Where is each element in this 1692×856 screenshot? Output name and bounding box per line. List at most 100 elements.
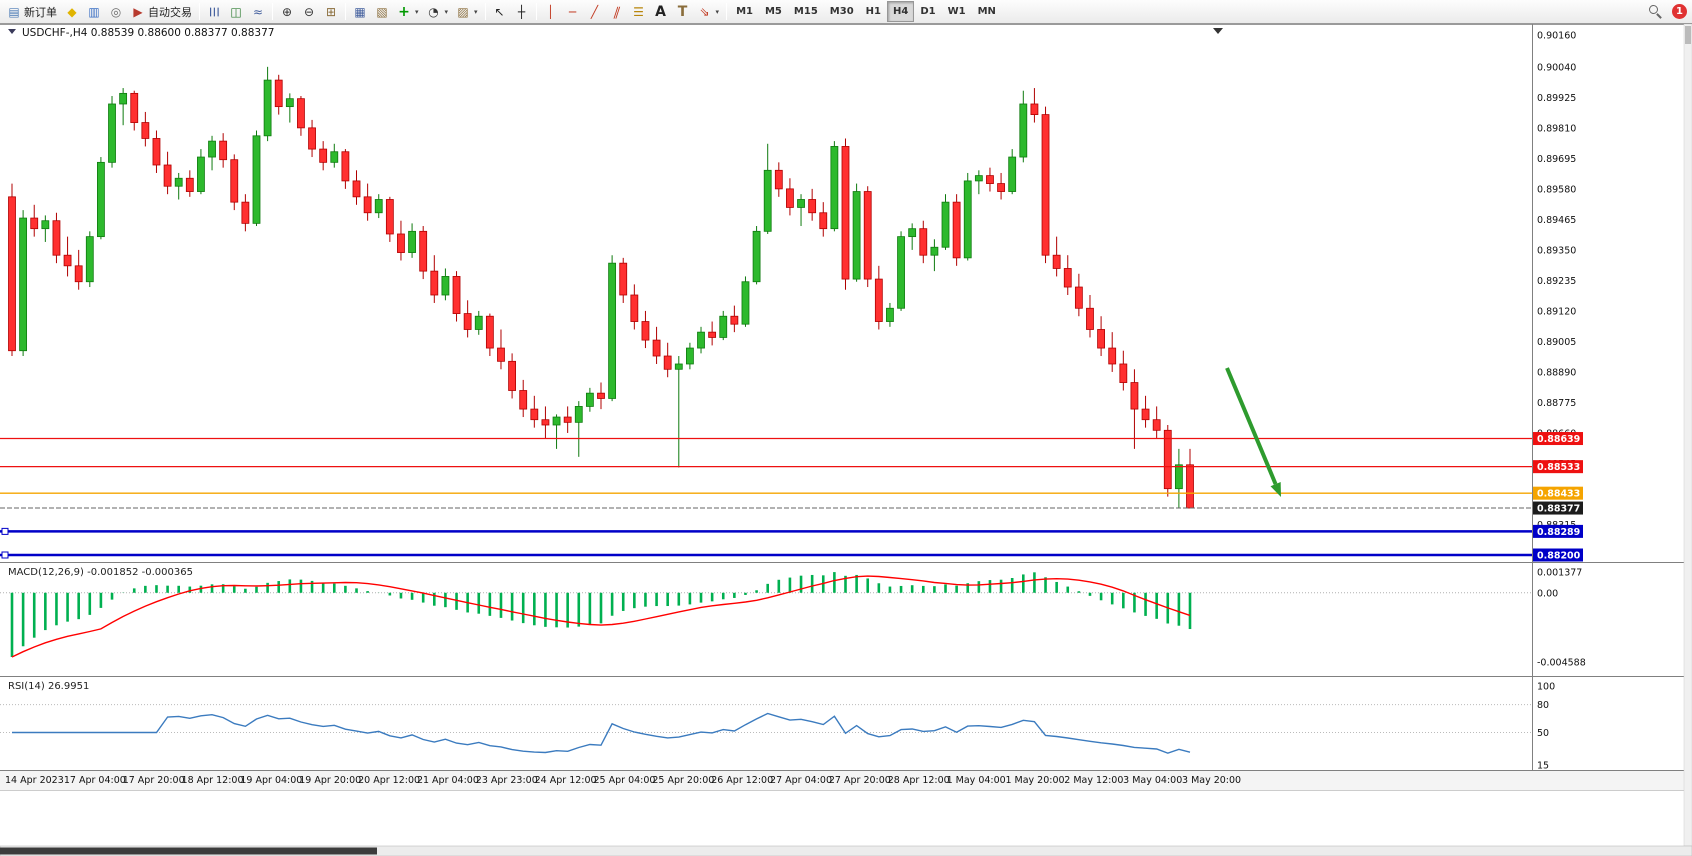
- data-window-button[interactable]: ◎: [105, 1, 127, 22]
- chevron-down-icon: ▾: [715, 7, 720, 16]
- toolbar-separator: [535, 3, 537, 20]
- profiles-button[interactable]: ▧: [371, 1, 393, 22]
- time-tick-label: 28 Apr 12:00: [888, 775, 950, 786]
- data-window-icon: ◎: [110, 4, 122, 19]
- new-order-icon: ▤: [8, 4, 20, 19]
- macd-signal-line: [11, 575, 1191, 658]
- macd-histogram: [10, 572, 1192, 658]
- text-button[interactable]: A: [650, 1, 672, 22]
- price-tag: [1533, 524, 1583, 538]
- notification-badge[interactable]: 1: [1672, 4, 1687, 19]
- vertical-scrollbar-thumb[interactable]: [1685, 26, 1691, 44]
- price-tick-label: 0.90160: [1537, 31, 1576, 42]
- candles: [8, 66, 1194, 509]
- text-icon: A: [655, 3, 666, 20]
- horizontal-scrollbar-thumb[interactable]: [0, 847, 377, 855]
- bar-chart-button[interactable]: ☰: [203, 1, 225, 22]
- timeframe-m1[interactable]: M1: [730, 1, 759, 22]
- metaeditor-icon: ◆: [67, 4, 77, 19]
- line-chart-button[interactable]: ≈: [247, 1, 269, 22]
- horizontal-line-button[interactable]: ─: [562, 1, 584, 22]
- time-tick-label: 17 Apr 04:00: [64, 775, 126, 786]
- symbol-dropdown-icon[interactable]: [8, 29, 16, 34]
- fibonacci-button[interactable]: ☰: [628, 1, 650, 22]
- toolbar-right: 1: [1649, 4, 1692, 19]
- time-tick-label: 24 Apr 12:00: [535, 775, 597, 786]
- tile-windows-icon: ⊞: [325, 4, 337, 19]
- horizontal-scrollbar[interactable]: [0, 845, 1692, 856]
- svg-text:0.88200: 0.88200: [1537, 550, 1581, 561]
- price-tag: [1533, 486, 1583, 500]
- timeframe-m30[interactable]: M30: [824, 1, 860, 22]
- price-tick-label: 0.89235: [1537, 276, 1576, 287]
- metaeditor-button[interactable]: ◆: [61, 1, 83, 22]
- indicators-button[interactable]: + ▾: [393, 1, 423, 22]
- timeframe-h1[interactable]: H1: [860, 1, 887, 22]
- svg-text:0.88433: 0.88433: [1537, 489, 1580, 500]
- bar-chart-icon: ☰: [207, 6, 221, 17]
- trendline-button[interactable]: ╱: [584, 1, 606, 22]
- new-chart-icon: ▦: [354, 4, 366, 19]
- time-tick-label: 19 Apr 20:00: [299, 775, 361, 786]
- time-tick-label: 3 May 20:00: [1182, 775, 1241, 786]
- rsi-line: [12, 712, 1191, 754]
- periods-icon: ◔: [428, 4, 439, 19]
- macd-axis-label: 0.001377: [1537, 568, 1582, 579]
- new-chart-button[interactable]: ▦: [349, 1, 371, 22]
- level-lines[interactable]: [0, 437, 1532, 559]
- time-axis-strip: [0, 770, 1692, 790]
- search-icon[interactable]: [1649, 4, 1663, 19]
- horizontal-line-icon: ─: [568, 4, 577, 19]
- rsi-axis-label: 100: [1537, 682, 1555, 693]
- line-chart-icon: ≈: [252, 4, 264, 19]
- periods-button[interactable]: ◔ ▾: [423, 1, 453, 22]
- text-label-icon: T: [677, 3, 688, 20]
- templates-button[interactable]: ▨ ▾: [452, 1, 482, 22]
- price-tick-label: 0.89465: [1537, 215, 1576, 226]
- cursor-button[interactable]: ↖: [489, 1, 511, 22]
- time-tick-label: 21 Apr 04:00: [417, 775, 479, 786]
- crosshair-button[interactable]: ┼: [511, 1, 533, 22]
- text-label-button[interactable]: T: [672, 1, 694, 22]
- time-tick-label: 2 May 12:00: [1064, 775, 1123, 786]
- time-tick-label: 3 May 04:00: [1123, 775, 1182, 786]
- vertical-line-button[interactable]: │: [540, 1, 562, 22]
- tile-windows-button[interactable]: ⊞: [320, 1, 342, 22]
- channel-button[interactable]: ∥: [606, 1, 628, 22]
- vertical-scrollbar[interactable]: [1683, 23, 1692, 847]
- toolbar-separator: [345, 3, 346, 20]
- candlestick-button[interactable]: ◫: [225, 1, 247, 22]
- price-tick-label: 0.89350: [1537, 245, 1576, 256]
- svg-text:0.88639: 0.88639: [1537, 434, 1580, 445]
- timeframe-h4[interactable]: H4: [886, 1, 915, 22]
- price-tick-label: 0.89810: [1537, 123, 1576, 134]
- market-watch-button[interactable]: ▥: [83, 1, 105, 22]
- arrows-button[interactable]: ⇘ ▾: [694, 1, 724, 22]
- channel-icon: ∥: [611, 4, 622, 19]
- timeframe-m5[interactable]: M5: [759, 1, 788, 22]
- timeframe-m15[interactable]: M15: [788, 1, 824, 22]
- zoom-in-button[interactable]: ⊕: [276, 1, 298, 22]
- macd-axis-label: 0.00: [1537, 588, 1558, 599]
- price-tag: [1533, 501, 1583, 515]
- timeframe-mn[interactable]: MN: [972, 1, 1002, 22]
- price-tick-label: 0.89925: [1537, 93, 1576, 104]
- time-tick-label: 19 Apr 04:00: [240, 775, 302, 786]
- zoom-out-button[interactable]: ⊖: [298, 1, 320, 22]
- toolbar-groups: ▤ 新订单 ◆ ▥ ◎ ▶ 自动交易 ☰ ◫ ≈ ⊕ ⊖ ⊞ ▦ ▧ + ▾ ◔ ▾ ▨ ▾ ↖ ┼ │ ─ ╱ ∥ ☰ A T ⇘ ▾ M1 M…: [3, 0, 1002, 23]
- chart-shift-marker[interactable]: [1213, 28, 1223, 34]
- price-tag: [1533, 432, 1583, 446]
- auto-trading-button[interactable]: ▶ 自动交易: [127, 1, 196, 22]
- time-tick-label: 25 Apr 04:00: [594, 775, 656, 786]
- rsi-title: RSI(14) 26.9951: [8, 681, 89, 692]
- new-order-button[interactable]: ▤ 新订单: [3, 1, 61, 22]
- crosshair-icon: ┼: [517, 4, 526, 19]
- timeframe-d1[interactable]: D1: [914, 1, 941, 22]
- price-tag: [1533, 548, 1583, 562]
- down-arrow-annotation[interactable]: [1225, 367, 1281, 497]
- time-tick-label: 17 Apr 20:00: [123, 775, 185, 786]
- timeframe-w1[interactable]: W1: [942, 1, 972, 22]
